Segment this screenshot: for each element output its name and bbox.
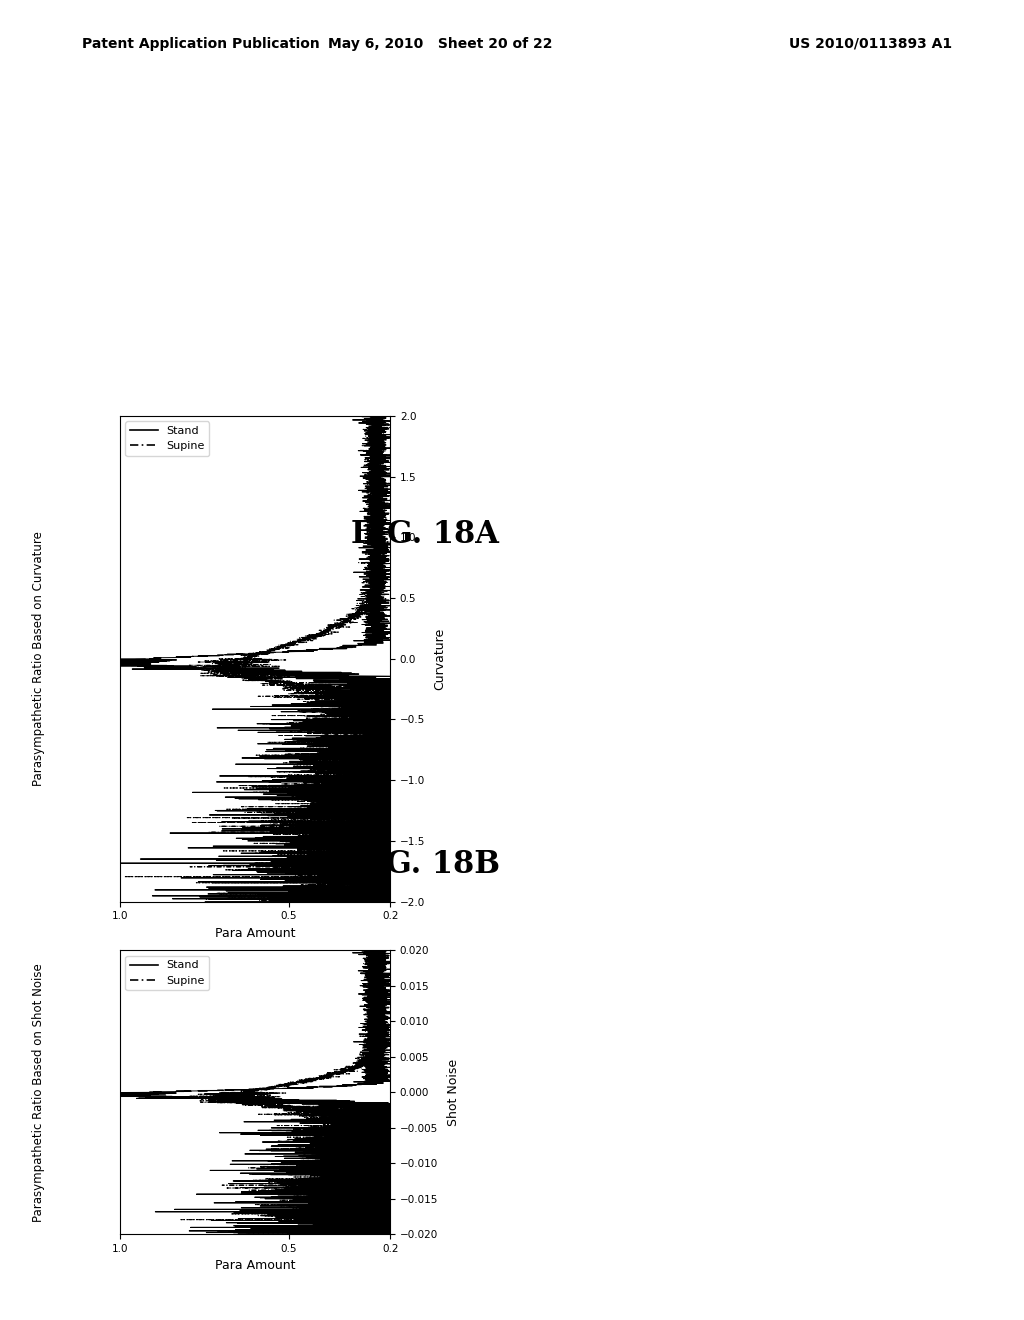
Text: FIG. 18A: FIG. 18A (351, 519, 499, 550)
Legend: Stand, Supine: Stand, Supine (125, 421, 209, 455)
Text: Patent Application Publication: Patent Application Publication (82, 37, 319, 51)
Y-axis label: Curvature: Curvature (433, 627, 446, 690)
Legend: Stand, Supine: Stand, Supine (125, 956, 209, 990)
Y-axis label: Shot Noise: Shot Noise (446, 1059, 460, 1126)
Text: Parasympathetic Ratio Based on Curvature: Parasympathetic Ratio Based on Curvature (32, 531, 45, 787)
Text: US 2010/0113893 A1: US 2010/0113893 A1 (790, 37, 952, 51)
Text: Parasympathetic Ratio Based on Shot Noise: Parasympathetic Ratio Based on Shot Nois… (32, 962, 45, 1222)
Text: FIG. 18B: FIG. 18B (350, 849, 500, 880)
X-axis label: Para Amount: Para Amount (215, 927, 295, 940)
X-axis label: Para Amount: Para Amount (215, 1259, 295, 1272)
Text: May 6, 2010   Sheet 20 of 22: May 6, 2010 Sheet 20 of 22 (328, 37, 553, 51)
